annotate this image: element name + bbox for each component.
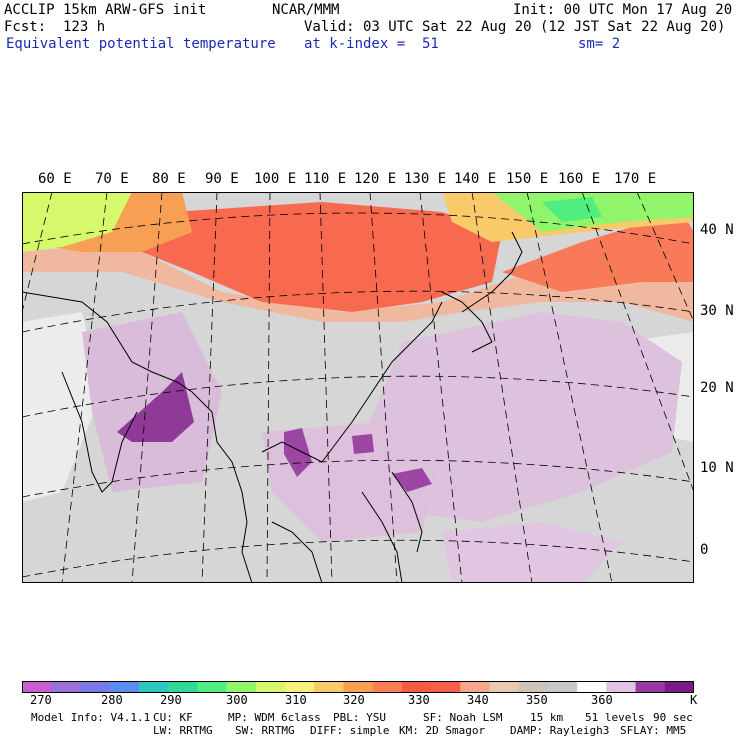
colorbar-swatch — [226, 681, 257, 693]
forecast-hour: Fcst: 123 h — [4, 19, 106, 35]
field-name: Equivalent potential temperature — [6, 36, 276, 52]
coastlines — [22, 231, 523, 583]
colorbar-swatch — [168, 681, 198, 693]
lat-label: 40 N — [700, 222, 734, 238]
lon-label: 60 E — [38, 171, 72, 187]
init-time: Init: 00 UTC Mon 17 Aug 20 — [513, 2, 733, 18]
colorbar-swatch — [664, 681, 694, 693]
colorbar-swatch — [343, 681, 374, 693]
colorbar-label: 270 — [30, 693, 52, 707]
colorbar-label: 350 — [526, 693, 548, 707]
colorbar-swatch — [577, 681, 607, 693]
field-patch — [542, 197, 602, 222]
colorbar-swatch — [80, 681, 111, 693]
colorbar-swatch — [372, 681, 403, 693]
colorbar-swatch — [284, 681, 315, 693]
graticule — [22, 192, 694, 583]
footer-item: DAMP: Rayleigh3 — [510, 724, 610, 737]
colorbar-swatch — [460, 681, 490, 693]
footer-item: SW: RRTMG — [235, 724, 295, 737]
colorbar-label: 340 — [467, 693, 489, 707]
footer-item: PBL: YSU — [333, 711, 386, 724]
lon-label: 160 E — [558, 171, 601, 187]
footer-item: 90 sec — [653, 711, 693, 724]
colorbar-swatch — [431, 681, 461, 693]
colorbar-label: 320 — [343, 693, 365, 707]
field-patch — [117, 372, 194, 442]
lat-label: 30 N — [700, 303, 734, 319]
colorbar-swatch — [138, 681, 169, 693]
footer-item: CU: KF — [153, 711, 193, 724]
colorbar-label: 290 — [160, 693, 182, 707]
colorbar-swatch — [547, 681, 578, 693]
colorbar-swatch — [489, 681, 520, 693]
footer-item: DIFF: simple — [310, 724, 390, 737]
lon-label: 170 E — [614, 171, 657, 187]
field-patch — [22, 242, 694, 322]
colorbar-swatch — [255, 681, 286, 693]
colorbar-swatch — [51, 681, 81, 693]
field-patch — [502, 212, 694, 292]
colorbar-label: 280 — [101, 693, 123, 707]
field-patch — [284, 428, 312, 477]
colorbar-label: 310 — [285, 693, 307, 707]
colorbar-swatch — [518, 681, 549, 693]
field-patch — [352, 434, 374, 454]
field-patch — [22, 312, 102, 502]
color-bar — [22, 681, 694, 693]
colorbar-swatch — [197, 681, 228, 693]
colorbar-label: 330 — [408, 693, 430, 707]
valid-time: Valid: 03 UTC Sat 22 Aug 20 (12 JST Sat … — [304, 19, 726, 35]
footer-item: KM: 2D Smagor — [399, 724, 486, 737]
field-patch — [442, 522, 622, 583]
lon-label: 100 E — [254, 171, 297, 187]
theta-e-map — [22, 192, 694, 583]
field-patch — [362, 312, 682, 522]
colorbar-swatch — [635, 681, 666, 693]
lon-label: 130 E — [404, 171, 447, 187]
footer-item: 15 km — [530, 711, 564, 724]
footer-item: SF: Noah LSM — [423, 711, 503, 724]
lon-label: 70 E — [95, 171, 129, 187]
lon-label: 90 E — [205, 171, 239, 187]
colorbar-unit: K — [690, 693, 698, 707]
footer-item: LW: RRTMG — [153, 724, 213, 737]
field-patch — [392, 468, 432, 492]
colorbar-label: 300 — [226, 693, 248, 707]
colorbar-border — [22, 681, 694, 693]
field-patch — [22, 192, 132, 252]
lon-label: 80 E — [152, 171, 186, 187]
colorbar-swatch — [401, 681, 432, 693]
colorbar-swatch — [109, 681, 140, 693]
colorbar-swatch — [606, 681, 637, 693]
organization: NCAR/MMM — [272, 2, 340, 18]
model-title: ACCLIP 15km ARW-GFS init — [4, 2, 207, 18]
level-info: at k-index = 51 — [304, 36, 439, 52]
colorbar-label: 360 — [591, 693, 613, 707]
lon-label: 140 E — [454, 171, 497, 187]
lon-label: 110 E — [304, 171, 347, 187]
lat-label: 10 N — [700, 460, 734, 476]
lat-label: 0 — [700, 542, 709, 558]
colorbar-swatch — [314, 681, 344, 693]
lat-label: 20 N — [700, 380, 734, 396]
lon-label: 150 E — [506, 171, 549, 187]
lon-label: 120 E — [354, 171, 397, 187]
footer-item: MP: WDM 6class — [228, 711, 321, 724]
smoothing: sm= 2 — [578, 36, 621, 52]
colorbar-swatch — [22, 681, 52, 693]
footer-item: Model Info: V4.1.1 — [31, 711, 151, 724]
footer-item: SFLAY: MM5 — [620, 724, 687, 737]
footer-item: 51 levels — [585, 711, 645, 724]
